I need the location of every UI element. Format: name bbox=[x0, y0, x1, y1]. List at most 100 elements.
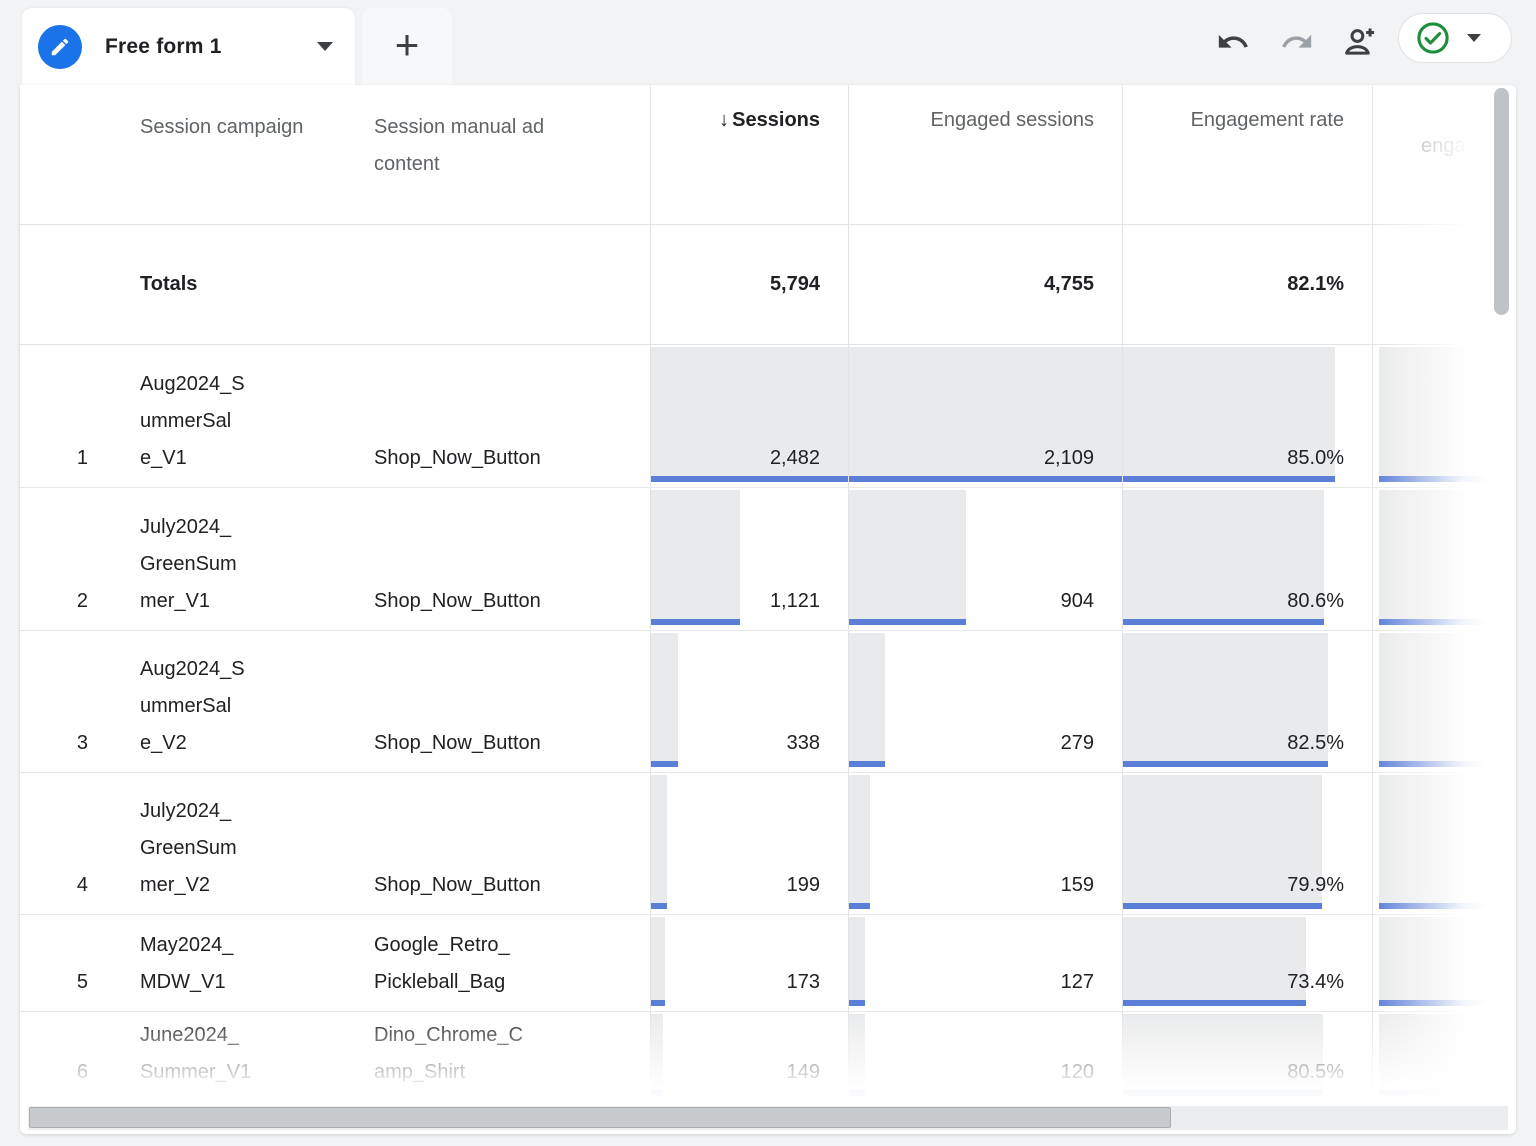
redo-button[interactable] bbox=[1276, 21, 1318, 63]
totals-engaged-sessions: 4,755 bbox=[848, 225, 1122, 344]
cell-ad-content: Shop_Now_Button bbox=[372, 488, 650, 630]
engaged-sessions-bar-background bbox=[849, 1014, 865, 1096]
cell-session-campaign: July2024_ GreenSum mer_V1 bbox=[120, 488, 372, 630]
data-table: Session campaign Session manual ad conte… bbox=[20, 85, 1516, 1134]
row-number: 6 bbox=[20, 1012, 120, 1101]
ga4-explorations-freeform: { "tabs": { "active_label": "Free form 1… bbox=[0, 0, 1536, 1146]
engagement-rate-bar-background bbox=[1123, 917, 1306, 1006]
partial-bar bbox=[1379, 1000, 1511, 1006]
row-number: 4 bbox=[20, 773, 120, 914]
freeform-table-card: Session campaign Session manual ad conte… bbox=[20, 85, 1516, 1134]
totals-engagement-rate: 82.1% bbox=[1122, 225, 1372, 344]
cell-partial-column bbox=[1372, 345, 1516, 487]
sessions-bar-background bbox=[651, 490, 740, 625]
tab-free-form-1[interactable]: Free form 1 bbox=[22, 8, 355, 85]
sessions-bar bbox=[651, 1090, 663, 1096]
cell-engaged-sessions: 127 bbox=[848, 915, 1122, 1011]
column-header-session-campaign[interactable]: Session campaign bbox=[120, 85, 372, 224]
cell-session-campaign: June2024_ Summer_V1 bbox=[120, 1012, 372, 1101]
cell-engaged-sessions: 120 bbox=[848, 1012, 1122, 1101]
engaged-sessions-bar-background bbox=[849, 633, 885, 767]
horizontal-scrollbar-thumb[interactable] bbox=[29, 1107, 1171, 1128]
plus-icon: + bbox=[395, 24, 420, 66]
cell-partial-column bbox=[1372, 1012, 1516, 1101]
caret-down-icon[interactable] bbox=[317, 42, 333, 51]
cell-ad-content: Dino_Chrome_C amp_Shirt bbox=[372, 1012, 650, 1101]
partial-bar-background bbox=[1379, 1014, 1511, 1096]
totals-spacer bbox=[20, 225, 120, 344]
cell-engaged-sessions: 279 bbox=[848, 631, 1122, 772]
cell-engagement-rate: 82.5% bbox=[1122, 631, 1372, 772]
sessions-bar-background bbox=[651, 775, 667, 909]
partial-bar-background bbox=[1379, 633, 1511, 767]
partial-bar-background bbox=[1379, 490, 1511, 625]
sessions-bar-background bbox=[651, 633, 678, 767]
engaged-sessions-bar bbox=[849, 1000, 865, 1006]
cell-engagement-rate: 80.5% bbox=[1122, 1012, 1372, 1101]
table-header-row: Session campaign Session manual ad conte… bbox=[20, 85, 1516, 225]
table-row: 5 May2024_ MDW_V1 Google_Retro_ Pickleba… bbox=[20, 915, 1516, 1012]
caret-down-icon bbox=[1467, 34, 1481, 42]
partial-bar bbox=[1379, 1090, 1511, 1096]
cell-engaged-sessions: 2,109 bbox=[848, 345, 1122, 487]
cell-partial-column bbox=[1372, 631, 1516, 772]
cell-partial-column bbox=[1372, 773, 1516, 914]
cell-sessions: 338 bbox=[650, 631, 848, 772]
partial-bar bbox=[1379, 903, 1511, 909]
table-row: 4 July2024_ GreenSum mer_V2 Shop_Now_But… bbox=[20, 773, 1516, 915]
tab-title: Free form 1 bbox=[105, 35, 222, 59]
check-circle-icon bbox=[1415, 20, 1451, 56]
engaged-sessions-bar bbox=[849, 761, 885, 767]
cell-engaged-sessions: 159 bbox=[848, 773, 1122, 914]
add-tab-button[interactable]: + bbox=[362, 8, 452, 85]
redo-icon bbox=[1280, 25, 1314, 59]
engaged-sessions-bar-background bbox=[849, 917, 865, 1006]
column-header-engaged-sessions[interactable]: Engaged sessions bbox=[848, 85, 1122, 224]
partial-bar bbox=[1379, 619, 1511, 625]
status-menu-button[interactable] bbox=[1398, 13, 1512, 63]
engagement-rate-bar bbox=[1123, 619, 1324, 625]
partial-bar-background bbox=[1379, 347, 1511, 482]
cell-partial-column bbox=[1372, 488, 1516, 630]
table-row: 2 July2024_ GreenSum mer_V1 Shop_Now_But… bbox=[20, 488, 1516, 631]
column-header-engagement-rate[interactable]: Engagement rate bbox=[1122, 85, 1372, 224]
totals-row: Totals 5,794 4,755 82.1% bbox=[20, 225, 1516, 345]
cell-engaged-sessions: 904 bbox=[848, 488, 1122, 630]
table-row: 1 Aug2024_S ummerSal e_V1 Shop_Now_Butto… bbox=[20, 345, 1516, 488]
sessions-bar-background bbox=[651, 1014, 663, 1096]
sessions-bar bbox=[651, 476, 848, 482]
undo-button[interactable] bbox=[1212, 21, 1254, 63]
column-header-sessions[interactable]: ↓Sessions bbox=[650, 85, 848, 224]
engaged-sessions-bar bbox=[849, 1090, 865, 1096]
row-number: 1 bbox=[20, 345, 120, 487]
engagement-rate-bar bbox=[1123, 476, 1335, 482]
engagement-rate-bar bbox=[1123, 761, 1328, 767]
sessions-bar bbox=[651, 619, 740, 625]
share-button[interactable] bbox=[1338, 21, 1380, 63]
cell-engagement-rate: 79.9% bbox=[1122, 773, 1372, 914]
table-body: 1 Aug2024_S ummerSal e_V1 Shop_Now_Butto… bbox=[20, 345, 1516, 1102]
column-header-session-manual-ad-content[interactable]: Session manual ad content bbox=[372, 85, 650, 224]
partial-bar bbox=[1379, 761, 1511, 767]
row-number: 2 bbox=[20, 488, 120, 630]
engagement-rate-bar bbox=[1123, 1000, 1306, 1006]
cell-session-campaign: Aug2024_S ummerSal e_V2 bbox=[120, 631, 372, 772]
cell-ad-content: Shop_Now_Button bbox=[372, 773, 650, 914]
cell-engagement-rate: 85.0% bbox=[1122, 345, 1372, 487]
engagement-rate-bar bbox=[1123, 1090, 1323, 1096]
vertical-scrollbar[interactable] bbox=[1494, 88, 1509, 315]
sessions-bar bbox=[651, 1000, 665, 1006]
partial-column-label: enga bbox=[1421, 135, 1466, 158]
totals-label: Totals bbox=[120, 225, 372, 344]
cell-sessions: 149 bbox=[650, 1012, 848, 1101]
sessions-bar bbox=[651, 903, 667, 909]
horizontal-scrollbar-track[interactable] bbox=[28, 1106, 1508, 1130]
totals-adcontent-empty bbox=[372, 225, 650, 344]
person-add-icon bbox=[1340, 23, 1378, 61]
engaged-sessions-bar-background bbox=[849, 490, 966, 625]
row-number: 3 bbox=[20, 631, 120, 772]
cell-engagement-rate: 73.4% bbox=[1122, 915, 1372, 1011]
engaged-sessions-bar-background bbox=[849, 775, 870, 909]
cell-ad-content: Shop_Now_Button bbox=[372, 631, 650, 772]
cell-sessions: 173 bbox=[650, 915, 848, 1011]
